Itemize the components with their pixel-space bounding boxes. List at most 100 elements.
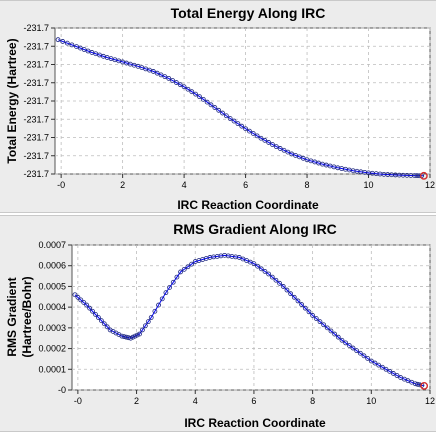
data-point xyxy=(288,291,294,297)
data-point xyxy=(220,110,225,116)
y-tick-label: -0 xyxy=(58,385,66,395)
data-point xyxy=(163,290,169,296)
data-point xyxy=(200,96,206,102)
x-tick-label: 12 xyxy=(425,180,435,190)
y-tick-label: -231.7 xyxy=(23,151,49,161)
data-point xyxy=(273,144,279,150)
x-tick-label: 6 xyxy=(251,396,256,406)
data-point xyxy=(295,298,301,304)
data-point xyxy=(376,362,382,368)
y-tick-label: -231.7 xyxy=(23,41,49,51)
x-tick-label: 8 xyxy=(305,180,310,190)
data-point xyxy=(72,292,78,298)
data-point xyxy=(134,332,140,338)
data-point xyxy=(69,42,75,48)
data-point xyxy=(177,82,183,88)
data-point xyxy=(321,322,327,328)
data-point xyxy=(178,269,183,275)
data-point xyxy=(258,135,264,141)
data-point xyxy=(354,348,360,354)
data-point xyxy=(368,358,374,364)
x-tick-label: 10 xyxy=(364,180,374,190)
data-point xyxy=(223,113,229,119)
data-point xyxy=(357,350,363,356)
data-point xyxy=(415,381,420,387)
data-point xyxy=(64,40,70,46)
y-tick-label: 0.0007 xyxy=(38,240,66,250)
data-point xyxy=(227,116,233,121)
data-point xyxy=(55,37,61,43)
data-point xyxy=(197,94,202,100)
data-point xyxy=(148,315,154,320)
data-point xyxy=(189,261,194,267)
data-point xyxy=(93,311,98,317)
data-point xyxy=(81,300,87,305)
data-point xyxy=(414,173,420,179)
data-point xyxy=(78,297,84,303)
y-axis-label: Total Energy (Hartree) xyxy=(5,38,19,163)
data-point xyxy=(185,264,191,270)
data-point xyxy=(60,39,66,44)
y-tick-label: -231.7 xyxy=(23,60,49,70)
data-point xyxy=(387,368,393,374)
data-point xyxy=(277,280,283,286)
x-tick-label: 4 xyxy=(182,180,187,190)
data-point xyxy=(150,69,156,74)
data-point xyxy=(152,308,158,314)
x-axis-label: IRC Reaction Coordinate xyxy=(177,198,319,212)
y-tick-label: 0.0005 xyxy=(38,281,66,291)
data-point xyxy=(90,308,95,314)
x-tick-label: 4 xyxy=(193,396,198,406)
x-tick-label: -0 xyxy=(57,180,65,190)
data-point xyxy=(372,360,378,366)
y-tick-label: -231.7 xyxy=(23,114,49,124)
data-point xyxy=(145,319,151,325)
data-point xyxy=(208,102,214,108)
data-point xyxy=(181,84,187,90)
x-tick-label: 10 xyxy=(366,396,376,406)
chart-title: RMS Gradient Along IRC xyxy=(173,221,337,237)
data-point xyxy=(167,285,172,290)
data-point xyxy=(193,91,199,97)
y-tick-label: 0.0004 xyxy=(38,302,66,312)
data-point xyxy=(231,118,237,124)
x-tick-label: -0 xyxy=(74,396,82,406)
data-point xyxy=(258,266,264,272)
data-point xyxy=(84,302,90,308)
x-tick-label: 6 xyxy=(243,180,248,190)
data-point xyxy=(328,328,334,334)
data-point xyxy=(130,334,136,340)
final-data-point xyxy=(420,381,429,390)
data-point xyxy=(262,269,268,274)
data-point xyxy=(128,335,134,341)
data-point xyxy=(166,75,172,81)
y-axis-label-line-1: RMS Gradient xyxy=(5,277,19,356)
y-tick-label: -231.7 xyxy=(23,133,49,143)
data-point xyxy=(239,123,245,129)
series-line xyxy=(57,39,424,177)
final-data-point xyxy=(419,171,428,180)
data-point xyxy=(273,277,279,283)
data-point xyxy=(313,316,319,321)
data-point xyxy=(251,261,257,267)
data-point xyxy=(302,305,308,311)
data-point xyxy=(174,274,180,280)
data-point xyxy=(262,137,268,143)
data-point xyxy=(285,149,291,155)
data-point xyxy=(394,373,400,378)
data-point xyxy=(204,99,210,105)
data-point xyxy=(174,80,179,85)
data-point xyxy=(324,325,330,331)
data-point xyxy=(137,331,142,337)
data-point xyxy=(243,126,248,132)
data-point xyxy=(181,266,187,272)
chart-title: Total Energy Along IRC xyxy=(171,5,326,21)
data-point xyxy=(247,128,252,134)
data-point xyxy=(390,371,396,376)
data-point xyxy=(189,89,195,95)
data-point xyxy=(123,334,129,340)
data-point xyxy=(185,86,191,92)
data-point xyxy=(412,173,418,179)
data-point xyxy=(75,294,81,300)
data-point xyxy=(346,343,352,348)
